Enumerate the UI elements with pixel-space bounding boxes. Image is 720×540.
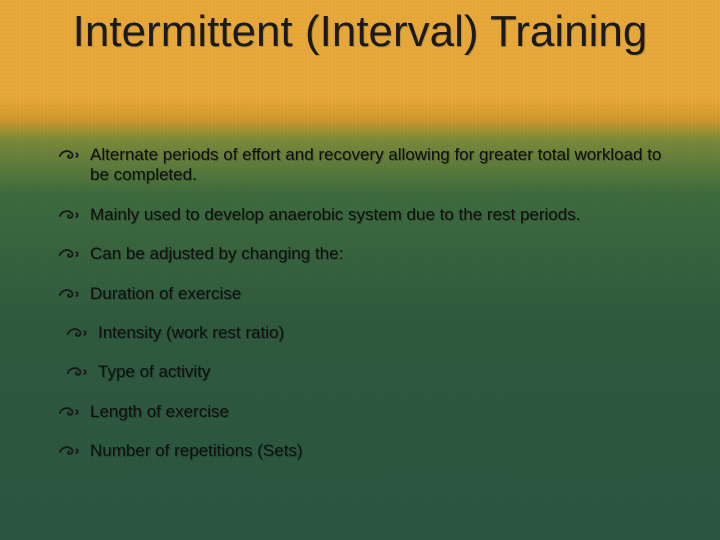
list-item-text: Mainly used to develop anaerobic system … (90, 205, 680, 225)
list-item: Mainly used to develop anaerobic system … (58, 205, 680, 225)
list-item: Can be adjusted by changing the: (58, 244, 680, 264)
list-item: Number of repetitions (Sets) (58, 441, 680, 461)
list-item: Intensity (work rest ratio) (58, 323, 680, 343)
list-item: Duration of exercise (58, 284, 680, 304)
list-item-text: Can be adjusted by changing the: (90, 244, 680, 264)
swirl-bullet-icon (58, 146, 80, 164)
swirl-bullet-icon (58, 245, 80, 263)
list-item-text: Number of repetitions (Sets) (90, 441, 680, 461)
list-item: Length of exercise (58, 402, 680, 422)
swirl-bullet-icon (58, 403, 80, 421)
swirl-bullet-icon (66, 363, 88, 381)
swirl-bullet-icon (66, 324, 88, 342)
list-item-text: Duration of exercise (90, 284, 680, 304)
swirl-bullet-icon (58, 442, 80, 460)
slide: Intermittent (Interval) Training Alterna… (0, 0, 720, 540)
list-item-text: Intensity (work rest ratio) (98, 323, 680, 343)
list-item-text: Type of activity (98, 362, 680, 382)
list-item: Type of activity (58, 362, 680, 382)
list-item-text: Alternate periods of effort and recovery… (90, 145, 680, 186)
swirl-bullet-icon (58, 206, 80, 224)
slide-title-text: Intermittent (Interval) Training (73, 7, 648, 56)
slide-content: Alternate periods of effort and recovery… (58, 145, 680, 481)
list-item: Alternate periods of effort and recovery… (58, 145, 680, 186)
swirl-bullet-icon (58, 285, 80, 303)
slide-title: Intermittent (Interval) Training (0, 8, 720, 56)
list-item-text: Length of exercise (90, 402, 680, 422)
